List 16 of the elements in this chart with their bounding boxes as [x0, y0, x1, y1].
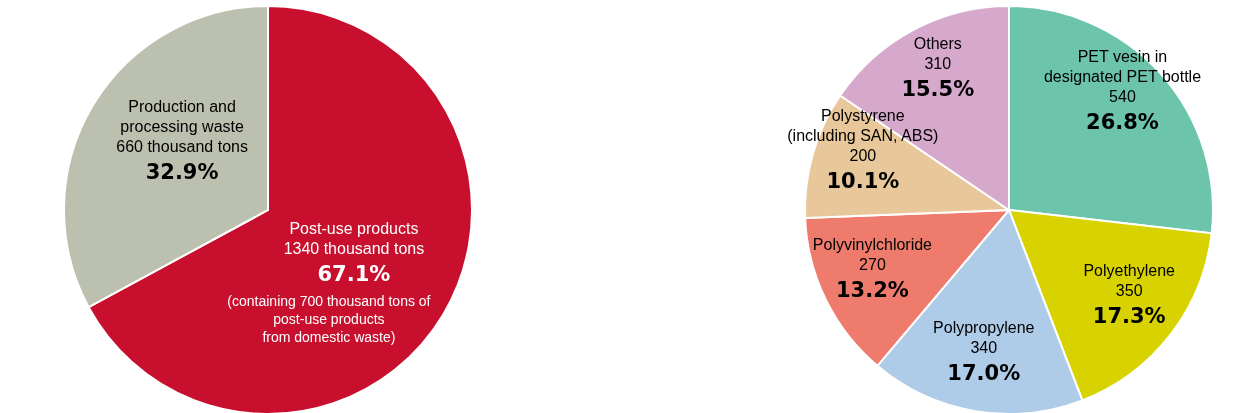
data-label: 17.0% [947, 360, 1021, 385]
data-label: 32.9% [145, 159, 219, 184]
slice-label: Polyvinylchloride 270 [812, 235, 933, 273]
data-label: 13.2% [836, 277, 909, 302]
slice-label: Polypropylene 340 [933, 318, 1035, 356]
slice-label: Polystyrene (including SAN, ABS) 200 [787, 107, 939, 165]
text: (containing 700 thousand tons of post-use products from domestic waste) [227, 293, 431, 346]
slice-label: Others 310 [913, 34, 962, 72]
data-label: 26.8% [1086, 109, 1159, 134]
data-label: 15.5% [901, 76, 975, 101]
slice-label: Polyethylene 350 [1083, 262, 1176, 300]
data-label: 10.1% [826, 169, 900, 194]
slice-label: Production and processing waste 660 thousand tons [116, 97, 248, 155]
data-label: 17.3% [1092, 304, 1166, 329]
data-label: 67.1% [317, 262, 391, 287]
slice-label: Post-use products 1340 thousand tons [283, 220, 425, 258]
